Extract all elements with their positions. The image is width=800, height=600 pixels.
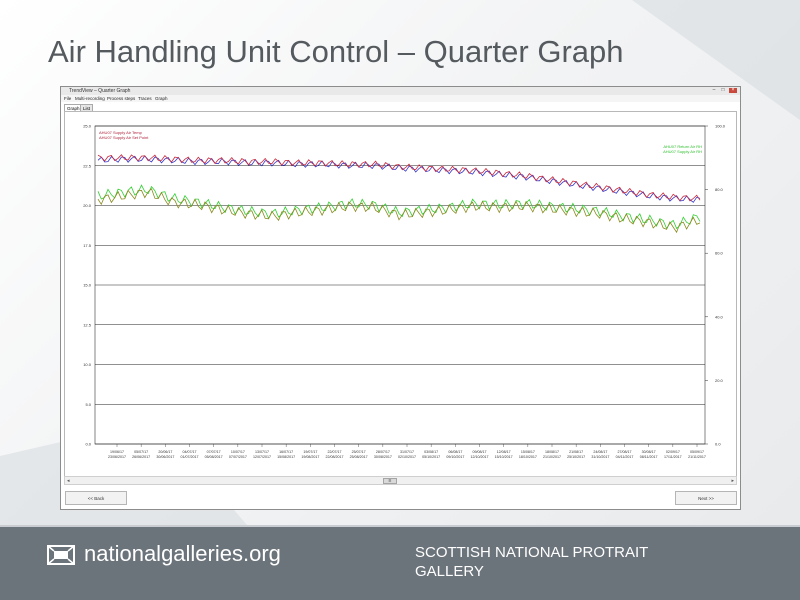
x-tick-label: 10/07/17 [231, 450, 245, 454]
x-tick-label: 02/10/2017 [398, 455, 416, 459]
x-tick-label: 30/08/2017 [374, 455, 392, 459]
tab-list[interactable]: List [80, 104, 94, 112]
x-tick-label: 08/11/2017 [640, 455, 658, 459]
x-tick-label: 21/10/2017 [543, 455, 561, 459]
left-tick-label: 25.0 [83, 124, 92, 129]
x-tick-label: 18/08/17 [545, 450, 559, 454]
x-tick-label: 31/07/17 [400, 450, 414, 454]
x-tick-label: 07/07/17 [207, 450, 221, 454]
minimize-icon[interactable]: – [712, 87, 716, 93]
slide-title: Air Handling Unit Control – Quarter Grap… [48, 34, 624, 69]
x-tick-label: 12/10/2017 [471, 455, 489, 459]
right-tick-label: 0.0 [715, 442, 721, 447]
x-tick-label: 05/08/2017 [205, 455, 223, 459]
x-tick-label: 23/06/2017 [108, 455, 126, 459]
x-tick-label: 21/11/2017 [688, 455, 706, 459]
x-tick-label: 03/08/17 [424, 450, 438, 454]
x-tick-label: 28/07/17 [376, 450, 390, 454]
next-button[interactable]: Next >> [675, 491, 737, 505]
x-tick-label: 01/07/2017 [181, 455, 199, 459]
x-tick-label: 31/10/2017 [591, 455, 609, 459]
quarter-graph-chart: 25.0 22.5 20.0 17.5 15.0 12.5 10.0 5.0 0.0 100.0 8… [83, 124, 726, 460]
x-tick-label: 16/07/17 [279, 450, 293, 454]
x-tick-label: 19/08/2017 [301, 455, 319, 459]
right-tick-label: 20.0 [715, 378, 724, 383]
brand-name: nationalgalleries.org [84, 541, 281, 566]
x-tick-label: 07/07/2017 [229, 455, 247, 459]
series-line [97, 154, 701, 202]
x-tick-label: 26/06/2017 [132, 455, 150, 459]
x-tick-label: 09/08/17 [473, 450, 487, 454]
footer-bar: nationalgalleries.org SCOTTISH NATIONAL … [0, 527, 800, 600]
x-tick-label: 15/08/17 [521, 450, 535, 454]
x-tick-label: 20/06/17 [158, 450, 172, 454]
horizontal-scrollbar[interactable]: ◂ ≡ ▸ [64, 476, 737, 485]
x-tick-label: 21/08/17 [569, 450, 583, 454]
x-tick-label: 12/08/17 [497, 450, 511, 454]
x-tick-label: 15/08/2017 [277, 455, 295, 459]
right-tick-label: 60.0 [715, 251, 724, 256]
national-galleries-logo-icon [47, 545, 75, 565]
x-tick-label: 19/06/17 [110, 450, 124, 454]
legend-right-entry: AHU07 Return Air RH [663, 144, 702, 149]
left-tick-label: 10.0 [83, 362, 92, 367]
left-tick-label: 12.5 [83, 322, 92, 327]
left-tick-label: 20.0 [83, 203, 92, 208]
x-tick-label: 04/11/2017 [616, 455, 634, 459]
scroll-left-icon[interactable]: ◂ [67, 478, 70, 484]
menu-file[interactable]: File [64, 96, 72, 101]
x-tick-label: 18/10/2017 [519, 455, 537, 459]
footer-divider [0, 525, 800, 527]
left-tick-label: 22.5 [83, 163, 92, 168]
x-tick-label: 25/10/2017 [567, 455, 585, 459]
x-tick-label: 04/07/17 [183, 450, 197, 454]
scroll-right-icon[interactable]: ▸ [731, 478, 734, 484]
x-tick-label: 17/11/2017 [664, 455, 682, 459]
right-tick-label: 100.0 [715, 124, 726, 129]
legend-left-entry: AHU07 Supply Air Set Point [99, 135, 149, 140]
legend-left-entry: AHU07 Supply Air Temp [99, 130, 143, 135]
x-tick-label: 30/08/17 [642, 450, 656, 454]
x-tick-label: 22/08/2017 [326, 455, 344, 459]
x-tick-label: 25/07/17 [352, 450, 366, 454]
x-tick-label: 05/10/2017 [422, 455, 440, 459]
menu-traces[interactable]: Traces [138, 96, 152, 101]
window-titlebar: TrendView – Quarter Graph – □ × [61, 87, 740, 95]
scroll-thumb[interactable]: ≡ [383, 478, 397, 484]
back-button[interactable]: << Back [65, 491, 127, 505]
left-tick-label: 5.0 [85, 402, 91, 407]
left-tick-label: 15.0 [83, 283, 92, 288]
menu-bar: File Multi-recording Process steps Trace… [61, 95, 740, 102]
x-tick-label: 27/08/17 [618, 450, 632, 454]
left-tick-label: 17.5 [83, 243, 92, 248]
maximize-icon[interactable]: □ [721, 87, 725, 93]
x-tick-label: 05/07/17 [134, 450, 148, 454]
x-tick-label: 02/09/17 [666, 450, 680, 454]
series-line [97, 188, 701, 234]
x-tick-label: 15/10/2017 [495, 455, 513, 459]
series-line [97, 184, 701, 230]
menu-graph[interactable]: Graph [155, 96, 168, 101]
x-tick-label: 22/07/17 [328, 450, 342, 454]
x-tick-label: 30/06/2017 [156, 455, 174, 459]
x-tick-label: 12/07/2017 [253, 455, 271, 459]
right-tick-label: 40.0 [715, 314, 724, 319]
legend-right-entry: AHU07 Supply Air RH [663, 149, 702, 154]
gallery-name: SCOTTISH NATIONAL PROTRAIT GALLERY [415, 544, 649, 580]
x-tick-label: 09/10/2017 [446, 455, 464, 459]
graph-panel: 25.0 22.5 20.0 17.5 15.0 12.5 10.0 5.0 0.0 100.0 8… [64, 111, 737, 477]
menu-process-steps[interactable]: Process steps [107, 96, 136, 101]
x-tick-label: 05/09/17 [690, 450, 704, 454]
left-tick-label: 0.0 [85, 442, 91, 447]
x-tick-label: 06/08/17 [448, 450, 462, 454]
x-tick-label: 25/08/2017 [350, 455, 368, 459]
right-tick-label: 80.0 [715, 187, 724, 192]
menu-multi-recording[interactable]: Multi-recording [75, 96, 105, 101]
x-tick-label: 19/07/17 [303, 450, 317, 454]
x-tick-label: 13/07/17 [255, 450, 269, 454]
close-icon[interactable]: × [729, 88, 737, 93]
app-window: TrendView – Quarter Graph – □ × File Mul… [60, 86, 741, 510]
window-title: TrendView – Quarter Graph [69, 88, 131, 94]
x-tick-label: 24/08/17 [593, 450, 607, 454]
